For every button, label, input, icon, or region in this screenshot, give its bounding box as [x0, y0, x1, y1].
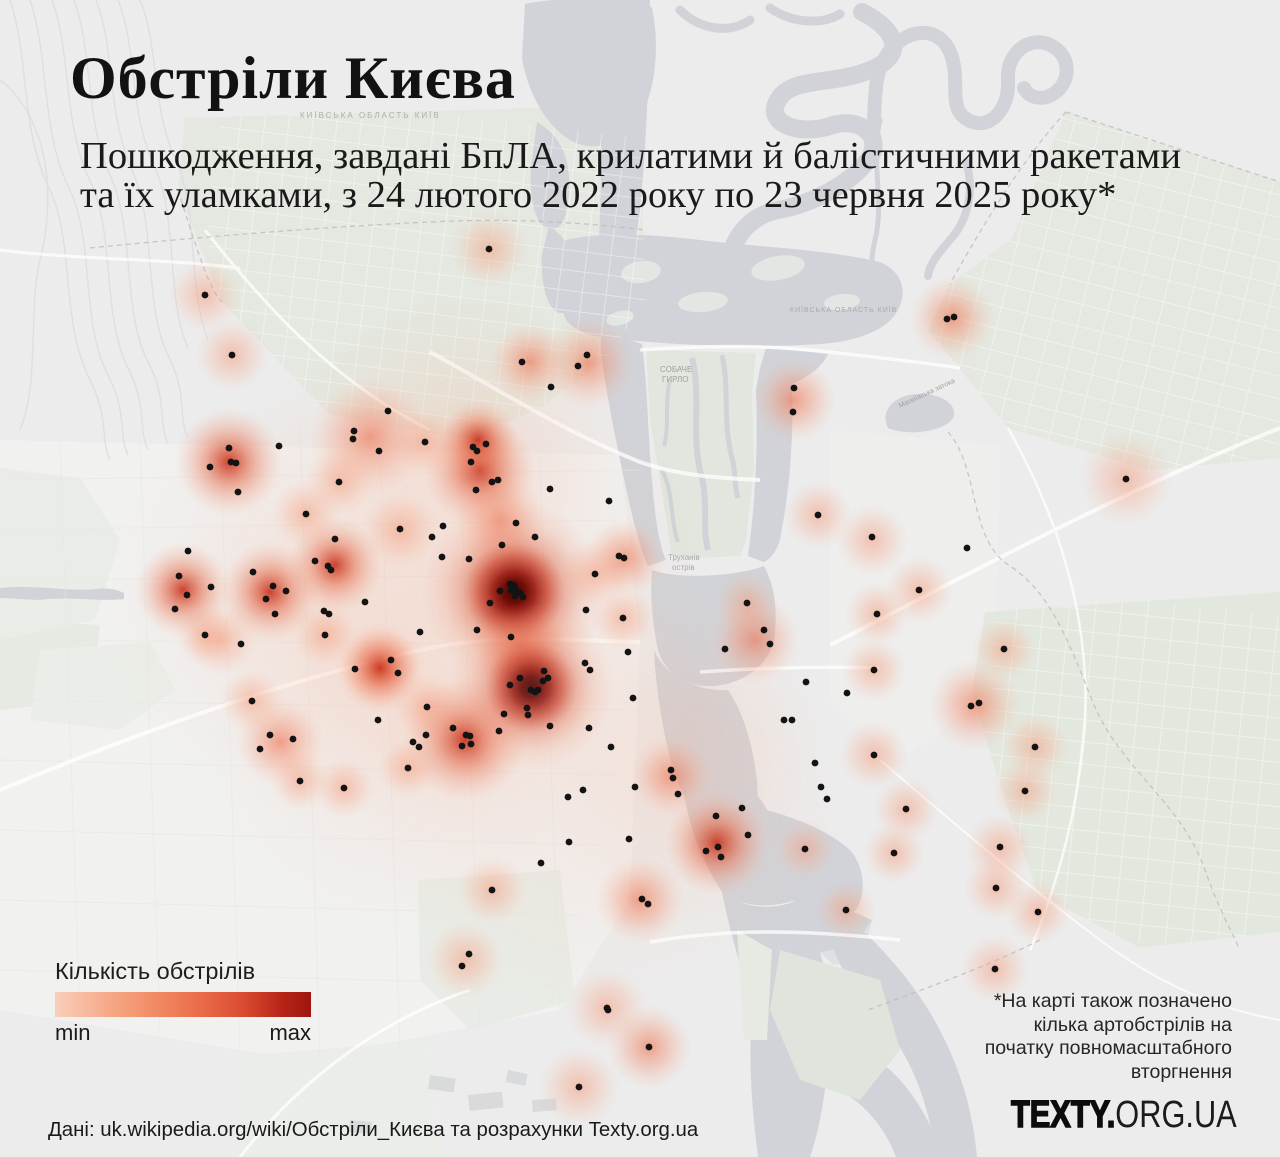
svg-text:КИЇВСЬКА ОБЛАСТЬ КИЇВ: КИЇВСЬКА ОБЛАСТЬ КИЇВ: [300, 111, 441, 120]
svg-text:ГИРЛО: ГИРЛО: [662, 375, 688, 384]
svg-text:СОБАЧЕ: СОБАЧЕ: [660, 365, 692, 374]
svg-text:КИЇВСЬКА ОБЛАСТЬ КИЇВ: КИЇВСЬКА ОБЛАСТЬ КИЇВ: [790, 306, 897, 314]
